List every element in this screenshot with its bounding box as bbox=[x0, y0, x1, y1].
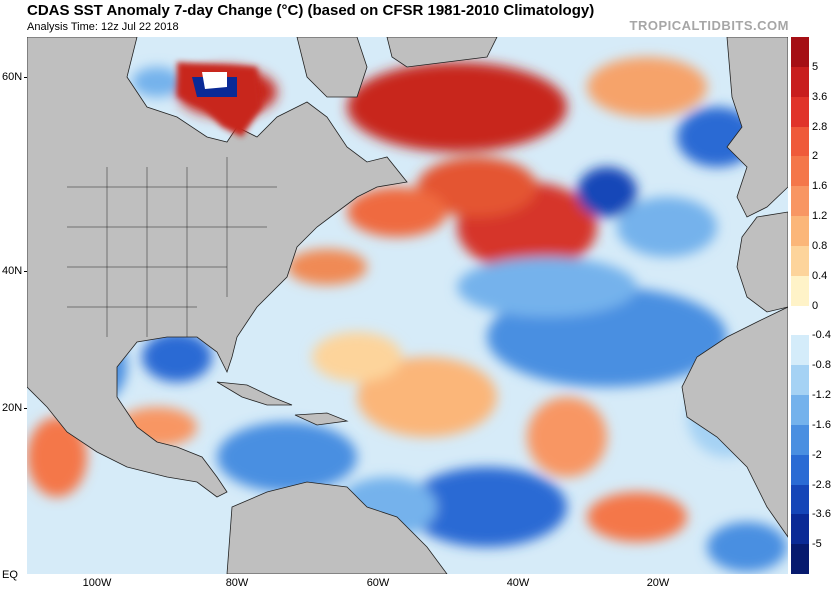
colorbar-label: -5 bbox=[812, 538, 822, 551]
colorbar-segment bbox=[791, 156, 809, 187]
colorbar-label: -2 bbox=[812, 448, 822, 461]
colorbar-label: 3.6 bbox=[812, 90, 828, 103]
analysis-time: Analysis Time: 12z Jul 22 2018 bbox=[27, 21, 179, 33]
map-canvas bbox=[27, 37, 788, 574]
lat-tick bbox=[24, 271, 27, 272]
lon-label-20w: 20W bbox=[646, 577, 670, 589]
lat-tick bbox=[24, 77, 27, 78]
colorbar-label: -2.8 bbox=[812, 478, 831, 491]
colorbar-label: -0.8 bbox=[812, 359, 831, 372]
colorbar-segment bbox=[791, 96, 809, 127]
colorbar-label: 2 bbox=[812, 150, 819, 163]
colorbar-label: -1.2 bbox=[812, 389, 831, 401]
colorbar-segment bbox=[791, 335, 809, 366]
lon-label-40w: 40W bbox=[506, 577, 530, 589]
colorbar-segment bbox=[791, 37, 809, 68]
colorbar-label: 2.8 bbox=[812, 120, 828, 133]
colorbar-label: 0 bbox=[812, 299, 819, 312]
brand-watermark: TROPICALTIDBITS.COM bbox=[629, 18, 789, 33]
state-borders bbox=[67, 157, 277, 337]
colorbar-segment bbox=[791, 484, 809, 515]
lat-label-40n: 40N bbox=[2, 265, 23, 277]
colorbar-segment bbox=[791, 454, 809, 485]
colorbar-segment bbox=[791, 186, 809, 217]
map-title: CDAS SST Anomaly 7-day Change (°C) (base… bbox=[27, 2, 595, 19]
colorbar-segment bbox=[791, 424, 809, 456]
colorbar-segment bbox=[791, 365, 809, 396]
colorbar-label: 1.2 bbox=[812, 210, 828, 222]
hudson-bay-ice bbox=[202, 72, 227, 89]
sst-anomaly-map bbox=[27, 37, 788, 574]
colorbar-segment bbox=[791, 395, 809, 426]
colorbar-label: -1.6 bbox=[812, 418, 831, 431]
colorbar-label: 1.6 bbox=[812, 180, 828, 193]
anomaly-field bbox=[27, 57, 787, 572]
colorbar-segment bbox=[791, 66, 809, 98]
lon-label-60w: 60W bbox=[366, 577, 390, 589]
colorbar-label: -3.6 bbox=[812, 508, 831, 521]
colorbar bbox=[791, 37, 809, 575]
colorbar-segment bbox=[791, 305, 809, 336]
colorbar-label: 5 bbox=[812, 60, 819, 73]
colorbar-segment bbox=[791, 216, 809, 247]
lon-label-80w: 80W bbox=[225, 577, 249, 589]
colorbar-segment bbox=[791, 544, 809, 575]
colorbar-label: 0.4 bbox=[812, 269, 828, 282]
colorbar-segment bbox=[791, 126, 809, 157]
lon-label-100w: 100W bbox=[82, 577, 112, 589]
colorbar-label: 0.8 bbox=[812, 239, 828, 252]
lat-label-20n: 20N bbox=[2, 402, 23, 414]
colorbar-label: -0.4 bbox=[812, 329, 831, 342]
lat-label-eq: EQ bbox=[2, 569, 18, 581]
colorbar-segment bbox=[791, 514, 809, 545]
colorbar-segment bbox=[791, 275, 809, 306]
lat-label-60n: 60N bbox=[2, 71, 23, 83]
lat-tick bbox=[24, 408, 27, 409]
colorbar-segment bbox=[791, 245, 809, 277]
